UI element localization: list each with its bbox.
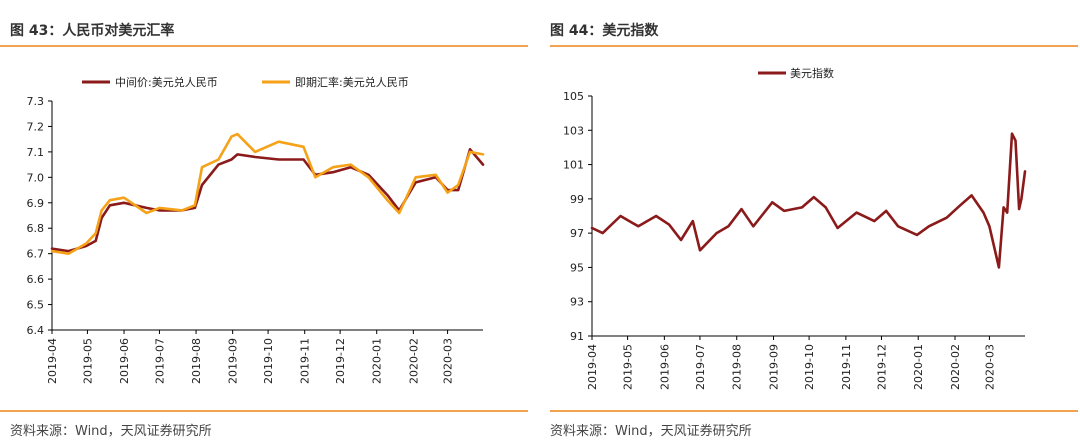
series-line — [50, 132, 485, 255]
y-tick-label: 6.9 — [27, 197, 45, 210]
y-tick-label: 99 — [570, 193, 584, 206]
source-divider — [550, 410, 1078, 412]
source-note: 资料来源：Wind，天风证券研究所 — [550, 424, 752, 439]
x-tick-label: 2019-12 — [334, 338, 347, 384]
y-tick-label: 7.3 — [27, 95, 45, 108]
x-tick-label: 2019-04 — [586, 344, 599, 390]
source-note: 资料来源：Wind，天风证券研究所 — [10, 424, 212, 439]
legend-label: 即期汇率:美元兑人民币 — [295, 75, 409, 89]
y-tick-label: 95 — [570, 261, 584, 274]
y-tick-label: 105 — [563, 90, 584, 103]
y-tick-label: 6.8 — [27, 222, 45, 235]
y-tick-label: 7.1 — [27, 146, 45, 159]
chart-panel-left: 图 43：人民币对美元汇率 6.4 6.5 6.6 6.7 6.8 6.9 7.0 7.1 7.… — [0, 0, 528, 445]
x-tick-label: 2020-01 — [371, 338, 384, 384]
chart-svg: 91 93 95 97 99 101 103 105 2019-04 2019-05 2019-06… — [563, 66, 1027, 390]
chart-svg: 6.4 6.5 6.6 6.7 6.8 6.9 7.0 7.1 7.2 7.3 2019-04 201… — [27, 75, 485, 384]
x-tick-label: 2019-07 — [153, 338, 166, 384]
x-tick-label: 2020-01 — [912, 344, 925, 390]
chart-title: 图 43：人民币对美元汇率 — [10, 23, 175, 39]
title-divider — [550, 45, 1078, 47]
x-tick-label: 2019-11 — [299, 338, 312, 384]
x-tick-label: 2019-08 — [731, 344, 744, 390]
series-line — [50, 148, 485, 253]
x-tick-label: 2019-05 — [81, 338, 94, 384]
series-line — [590, 132, 1027, 269]
x-tick-label: 2020-02 — [949, 344, 962, 390]
x-tick-label: 2019-05 — [622, 344, 635, 390]
x-tick-label: 2019-12 — [875, 344, 888, 390]
x-tick-label: 2019-07 — [694, 344, 707, 390]
y-tick-label: 6.5 — [27, 299, 45, 312]
y-tick-label: 6.4 — [27, 324, 45, 337]
x-tick-label: 2020-02 — [407, 338, 420, 384]
x-tick-label: 2019-10 — [803, 344, 816, 390]
y-tick-label: 6.7 — [27, 248, 45, 261]
legend-label: 中间价:美元兑人民币 — [115, 75, 218, 89]
x-tick-label: 2020-03 — [442, 338, 455, 384]
x-tick-label: 2019-08 — [190, 338, 203, 384]
y-tick-label: 101 — [563, 159, 584, 172]
title-divider — [0, 45, 528, 47]
y-tick-label: 97 — [570, 227, 584, 240]
y-tick-label: 103 — [563, 124, 584, 137]
legend-label: 美元指数 — [790, 66, 834, 80]
x-tick-label: 2019-11 — [840, 344, 853, 390]
chart-panel-right: 图 44：美元指数 91 93 95 97 99 101 103 105 2019-04 2019… — [540, 0, 1080, 445]
y-tick-label: 93 — [570, 296, 584, 309]
y-tick-label: 91 — [570, 330, 584, 343]
source-divider — [0, 410, 528, 412]
x-tick-label: 2019-10 — [262, 338, 275, 384]
y-tick-label: 7.0 — [27, 171, 45, 184]
x-tick-label: 2020-03 — [983, 344, 996, 390]
x-tick-label: 2019-04 — [46, 338, 59, 384]
x-tick-label: 2019-09 — [768, 344, 781, 390]
y-tick-label: 7.2 — [27, 120, 45, 133]
chart-title: 图 44：美元指数 — [550, 23, 659, 39]
y-tick-label: 6.6 — [27, 273, 45, 286]
x-tick-label: 2019-09 — [227, 338, 240, 384]
x-tick-label: 2019-06 — [658, 344, 671, 390]
x-tick-label: 2019-06 — [118, 338, 131, 384]
